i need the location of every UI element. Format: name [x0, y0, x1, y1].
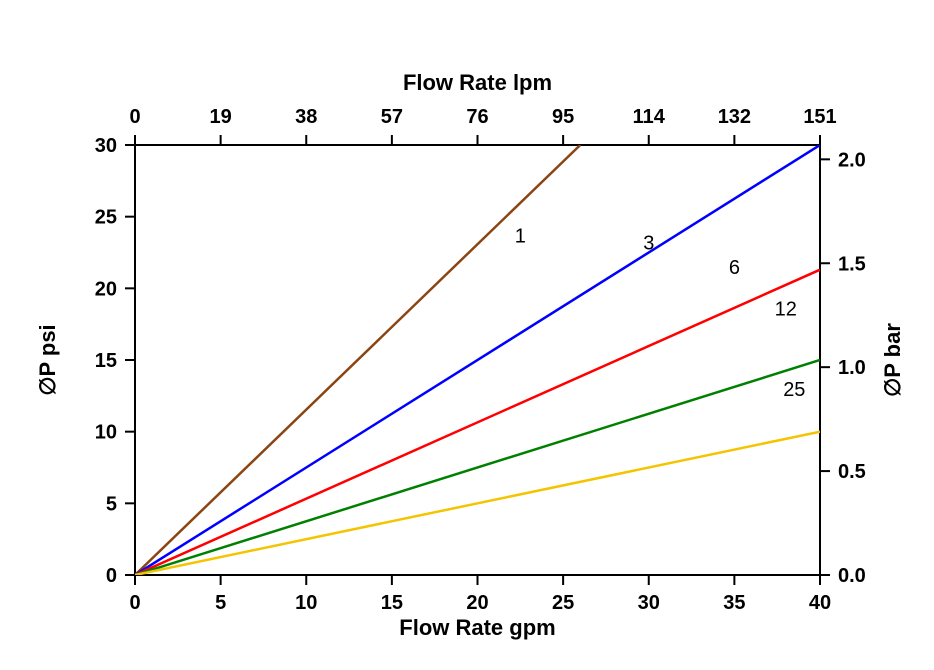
y-left-tick-label: 10	[95, 422, 117, 444]
x-top-tick-label: 57	[381, 106, 403, 128]
x-bottom-tick-label: 40	[809, 592, 831, 614]
y-right-tick-label: 0.0	[838, 565, 866, 587]
x-top-tick-label: 19	[210, 106, 232, 128]
x-top-tick-label: 76	[466, 106, 488, 128]
y-right-tick-label: 2.0	[838, 149, 866, 171]
x-bottom-tick-label: 20	[466, 592, 488, 614]
series-label-6: 6	[729, 257, 740, 279]
series-label-12: 12	[775, 299, 797, 321]
x-top-tick-label: 114	[633, 106, 666, 128]
y-left-title: ∅P psi	[35, 324, 60, 395]
y-right-title: ∅P bar	[880, 323, 905, 397]
y-right-tick-label: 1.0	[838, 357, 866, 379]
x-bottom-tick-label: 10	[295, 592, 317, 614]
x-top-tick-label: 151	[803, 106, 836, 128]
x-bottom-tick-label: 0	[129, 592, 140, 614]
series-label-3: 3	[643, 233, 654, 255]
x-bottom-tick-label: 25	[552, 592, 574, 614]
x-top-tick-label: 95	[552, 106, 574, 128]
x-top-tick-label: 38	[295, 106, 317, 128]
x-bottom-title: Flow Rate gpm	[399, 615, 555, 640]
x-top-tick-label: 0	[129, 106, 140, 128]
x-bottom-tick-label: 15	[381, 592, 403, 614]
y-left-tick-label: 5	[106, 493, 117, 515]
x-bottom-tick-label: 35	[723, 592, 745, 614]
y-right-tick-label: 1.5	[838, 253, 866, 275]
series-label-25: 25	[783, 379, 805, 401]
x-bottom-tick-label: 30	[638, 592, 660, 614]
y-left-tick-label: 0	[106, 565, 117, 587]
y-right-tick-label: 0.5	[838, 461, 866, 483]
y-left-tick-label: 25	[95, 207, 117, 229]
y-left-tick-label: 30	[95, 135, 117, 157]
x-top-tick-label: 132	[718, 106, 751, 128]
y-left-tick-label: 20	[95, 278, 117, 300]
pressure-flow-chart: 0510152025303540 01938577695114132151 05…	[0, 0, 934, 670]
y-left-tick-label: 15	[95, 350, 117, 372]
x-top-title: Flow Rate lpm	[403, 70, 552, 95]
series-label-1: 1	[515, 225, 526, 247]
x-bottom-tick-label: 5	[215, 592, 226, 614]
